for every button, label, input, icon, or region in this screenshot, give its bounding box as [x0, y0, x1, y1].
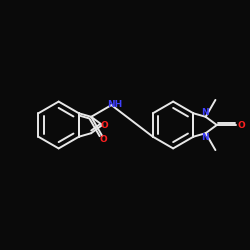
Text: N: N — [201, 132, 209, 141]
Text: N: N — [201, 108, 209, 118]
Text: O: O — [100, 134, 108, 143]
Text: NH: NH — [107, 100, 122, 109]
Text: O: O — [100, 120, 108, 130]
Text: O: O — [237, 120, 245, 130]
